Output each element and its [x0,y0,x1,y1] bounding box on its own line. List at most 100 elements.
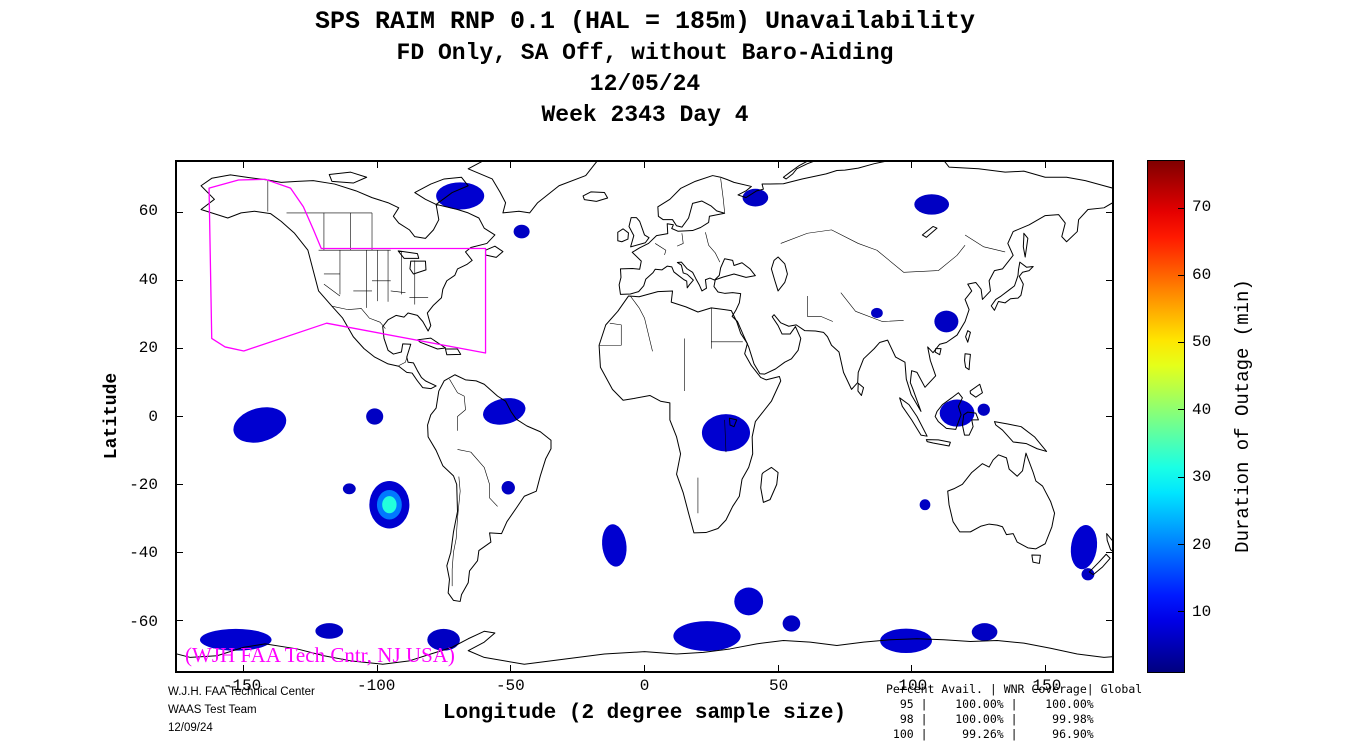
coastline [948,453,1055,549]
coastline [410,261,426,274]
x-tick-mark [243,665,245,671]
y-tick-mark [177,551,183,553]
x-tick-mark [510,162,512,168]
colorbar-tick-mark [1178,207,1184,209]
x-tick-mark [1044,665,1046,671]
coastline [329,172,366,183]
outage-region [919,499,931,511]
coastline [177,631,1112,671]
outage-region [971,623,998,641]
map-annotation: (WJH FAA Tech Cntr, NJ USA) [185,643,455,667]
x-tick-mark [510,665,512,671]
y-tick-labels: 60 40 20 0 -20 -40 -60 [100,160,166,673]
colorbar-tick-label: 70 [1192,198,1212,217]
coastline [1107,534,1112,553]
coastline [962,412,978,435]
y-tick-mark [1106,348,1112,350]
availability-stats-table: Percent Avail. | WNR Coverage| Global 95… [886,682,1143,741]
colorbar-tick-mark [1178,476,1184,478]
outage-region [701,414,751,452]
y-tick-mark [177,280,183,282]
y-tick-mark [1106,212,1112,214]
coastline [583,192,608,202]
outage-region [782,615,801,632]
border-line [391,291,406,293]
outage-region [977,403,990,416]
x-tick-mark [777,665,779,671]
border-line [781,230,877,250]
outage-region [233,407,287,443]
border-line [458,449,498,506]
colorbar-label: Duration of Outage (min) [1232,279,1254,553]
coastline [970,384,982,397]
x-tick-mark [911,162,913,168]
coastline [991,262,1033,310]
x-tick-labels: -150 -100 -50 0 50 100 150 [175,677,1114,699]
border-line [677,233,683,246]
coastline [415,177,468,204]
border-line [721,178,725,213]
coastline [486,246,503,257]
figure-title-block: SPS RAIM RNP 0.1 (HAL = 185m) Unavailabi… [0,6,1290,131]
colorbar-tick-mark [1178,274,1184,276]
border-line [630,296,652,351]
title-line-1: SPS RAIM RNP 0.1 (HAL = 185m) Unavailabi… [314,7,976,36]
coastline [935,393,962,430]
credit-line-date: 12/09/24 [168,722,213,734]
colorbar-tick-mark [1178,610,1184,612]
coastline [926,440,950,446]
coastline [619,162,1112,411]
coastline [599,291,781,533]
map-plot-area: (WJH FAA Tech Cntr, NJ USA) [175,160,1114,673]
country-borders-layer [268,178,1005,586]
outage-region [483,398,526,425]
colorbar-tick-mark [1178,409,1184,411]
x-tick-mark [243,162,245,168]
x-tick-label: -150 [222,677,262,695]
y-tick-label: -40 [129,544,158,563]
border-line [655,243,666,255]
x-tick-mark [644,665,645,671]
outage-region [1070,525,1098,570]
coastline [618,229,629,242]
x-tick-mark [644,162,645,168]
coastline [417,338,445,349]
outage-region [1081,568,1095,581]
coastline [463,162,599,213]
x-tick-label: -50 [495,677,525,695]
outage-region [734,587,764,616]
y-tick-label: -60 [129,612,158,631]
outage-region [939,399,975,427]
coastline [729,418,736,426]
y-tick-mark [177,212,183,214]
outage-region [382,496,397,514]
colorbar-tick-mark [1178,342,1184,344]
coastlines-layer [177,162,1112,671]
y-tick-mark [1106,483,1112,485]
x-tick-label: 0 [639,677,650,695]
border-line [599,323,621,345]
x-tick-mark [376,162,378,168]
x-axis-label: Longitude (2 degree sample size) [442,702,847,725]
credit-line-team: WAAS Test Team [168,704,257,716]
coastline [771,257,787,291]
outage-region [501,480,515,495]
y-tick-label: 40 [138,270,158,289]
colorbar-tick-label: 40 [1192,400,1212,419]
credit-line-org: W.J.H. FAA Technical Center [168,686,315,698]
colorbar-tick-label: 10 [1192,603,1212,622]
outage-region [513,224,530,239]
outage-region [436,182,485,210]
coastline [201,175,495,389]
x-tick-label: -100 [357,677,396,695]
colorbar-tick-label: 50 [1192,333,1212,352]
coastline [922,226,937,237]
coastline [1023,233,1028,257]
coastline [965,354,971,370]
x-tick-label: 150 [1032,677,1062,695]
colorbar [1147,160,1185,673]
y-tick-label: 60 [138,202,158,221]
y-tick-mark [1106,280,1112,282]
footer-credits: W.J.H. FAA Technical Center WAAS Test Te… [168,683,315,737]
x-tick-mark [911,665,913,671]
